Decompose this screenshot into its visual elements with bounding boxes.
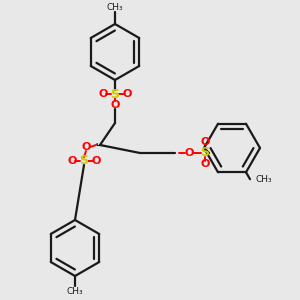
Text: O: O bbox=[91, 156, 101, 166]
Text: CH₃: CH₃ bbox=[67, 287, 83, 296]
Text: S: S bbox=[80, 154, 88, 167]
Text: S: S bbox=[110, 88, 119, 100]
Text: O: O bbox=[184, 148, 194, 158]
Text: O: O bbox=[200, 137, 210, 147]
Text: O: O bbox=[122, 89, 132, 99]
Text: O: O bbox=[98, 89, 108, 99]
Text: ·: · bbox=[95, 138, 99, 152]
Text: S: S bbox=[200, 146, 209, 160]
Text: CH₃: CH₃ bbox=[107, 2, 123, 11]
Text: O: O bbox=[81, 142, 91, 152]
Text: CH₃: CH₃ bbox=[255, 175, 272, 184]
Text: O: O bbox=[200, 159, 210, 169]
Text: O: O bbox=[110, 100, 120, 110]
Text: O: O bbox=[67, 156, 77, 166]
